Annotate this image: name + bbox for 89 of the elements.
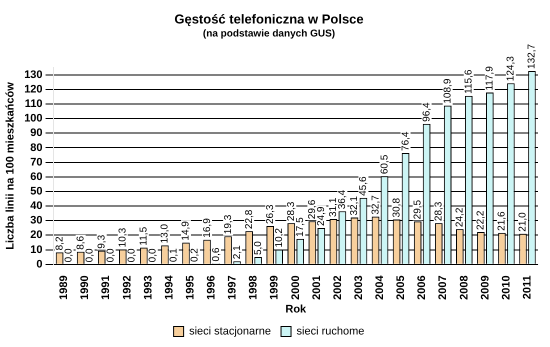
y-tick-label: 130 bbox=[24, 68, 43, 81]
data-label: 29,6 bbox=[307, 199, 318, 220]
y-tick-label: 80 bbox=[30, 142, 43, 154]
data-label: 0,0 bbox=[84, 248, 96, 262]
data-label: 26,3 bbox=[264, 204, 276, 224]
data-label: 22,8 bbox=[244, 209, 255, 230]
x-tick-label: 1992 bbox=[121, 275, 134, 300]
y-axis-title: Liczba linii na 100 mieszkańców bbox=[4, 82, 17, 250]
x-tick-label: 2002 bbox=[332, 275, 344, 300]
x-tick-label: 1997 bbox=[226, 275, 239, 300]
data-label: 124,3 bbox=[506, 56, 517, 82]
y-tick-label: 0 bbox=[36, 258, 43, 270]
y-tick-label: 100 bbox=[24, 112, 43, 125]
data-label: 28,3 bbox=[433, 201, 444, 222]
y-tick-label: 50 bbox=[30, 186, 43, 198]
x-tick-label: 2000 bbox=[290, 275, 302, 300]
data-label: 21,6 bbox=[496, 210, 508, 231]
x-tick-label: 1990 bbox=[79, 275, 92, 300]
data-label: 21,0 bbox=[518, 212, 529, 232]
x-tick-label: 1995 bbox=[184, 275, 196, 300]
data-label: 10,2 bbox=[274, 228, 285, 248]
x-tick-label: 2003 bbox=[352, 275, 365, 300]
data-label: 32,1 bbox=[349, 196, 360, 216]
data-label: 96,4 bbox=[421, 102, 432, 122]
legend-label: sieci ruchome bbox=[296, 326, 364, 338]
legend-label: sieci stacjonarne bbox=[189, 326, 272, 338]
data-label: 0,1 bbox=[168, 248, 180, 262]
y-tick-label: 30 bbox=[30, 214, 43, 227]
x-tick-label: 1999 bbox=[268, 275, 281, 300]
data-label: 32,7 bbox=[370, 194, 382, 215]
data-label: 0,0 bbox=[105, 248, 116, 262]
data-label: 108,9 bbox=[442, 78, 454, 104]
x-axis-title: Rok bbox=[285, 303, 308, 316]
data-label: 13,0 bbox=[160, 223, 171, 244]
data-label: 60,5 bbox=[379, 154, 390, 174]
data-label: 14,9 bbox=[180, 220, 192, 241]
data-label: 31,1 bbox=[328, 197, 340, 218]
data-label: 24,2 bbox=[454, 207, 466, 228]
data-label: 0,0 bbox=[126, 248, 138, 262]
x-tick-label: 1994 bbox=[163, 274, 176, 300]
x-tick-label: 1991 bbox=[100, 275, 112, 300]
data-label: 22,2 bbox=[476, 210, 487, 230]
x-tick-label: 2009 bbox=[479, 275, 492, 300]
data-label: 45,6 bbox=[358, 176, 370, 196]
y-tick-label: 60 bbox=[30, 170, 43, 183]
data-label: 8,6 bbox=[75, 235, 86, 250]
data-label: 36,4 bbox=[337, 189, 348, 210]
x-tick-label: 1998 bbox=[248, 275, 260, 300]
y-tick-label: 110 bbox=[24, 98, 43, 110]
x-tick-label: 1993 bbox=[142, 275, 154, 300]
y-tick-label: 90 bbox=[30, 127, 43, 140]
data-label: 17,5 bbox=[295, 216, 306, 237]
y-tick-label: 20 bbox=[30, 229, 43, 242]
data-label: 0,2 bbox=[190, 248, 201, 262]
data-label: 10,3 bbox=[118, 227, 129, 248]
data-label: 19,3 bbox=[222, 214, 234, 234]
x-tick-label: 2004 bbox=[374, 274, 386, 300]
data-label: 16,9 bbox=[202, 218, 213, 238]
data-label: 24,9 bbox=[316, 206, 328, 226]
data-label: 2,1 bbox=[232, 244, 243, 260]
data-label: 115,6 bbox=[464, 69, 475, 94]
data-label: 117,9 bbox=[484, 66, 496, 91]
data-label: 28,3 bbox=[286, 201, 298, 222]
data-label: 0,6 bbox=[210, 247, 222, 262]
y-tick-label: 120 bbox=[24, 83, 43, 96]
data-label: 30,8 bbox=[391, 198, 402, 218]
data-label: 0,0 bbox=[148, 248, 159, 262]
data-label: 9,3 bbox=[96, 234, 108, 249]
x-tick-label: 1996 bbox=[206, 275, 218, 300]
data-label: 11,5 bbox=[138, 226, 150, 246]
x-tick-label: 2007 bbox=[437, 275, 450, 300]
x-tick-label: 2008 bbox=[458, 275, 470, 300]
data-label: 8,2 bbox=[54, 236, 66, 250]
x-tick-label: 2006 bbox=[416, 275, 428, 300]
data-label: 132,7 bbox=[526, 43, 538, 69]
x-tick-label: 1989 bbox=[58, 275, 70, 300]
x-tick-label: 2010 bbox=[500, 275, 512, 300]
y-tick-label: 40 bbox=[30, 200, 43, 212]
chart-subtitle: (na podstawie danych GUS) bbox=[202, 28, 336, 40]
data-label: 76,4 bbox=[400, 131, 412, 151]
data-label: 29,5 bbox=[412, 199, 424, 220]
y-tick-label: 70 bbox=[30, 156, 43, 168]
x-tick-label: 2001 bbox=[310, 275, 323, 300]
y-tick-label: 10 bbox=[30, 244, 43, 256]
chart-title: Gęstość telefoniczna w Polsce bbox=[174, 11, 364, 26]
data-label: 5,0 bbox=[252, 240, 264, 256]
x-tick-label: 2011 bbox=[522, 275, 534, 300]
data-label: 0,0 bbox=[63, 248, 74, 262]
x-tick-label: 2005 bbox=[395, 275, 408, 300]
